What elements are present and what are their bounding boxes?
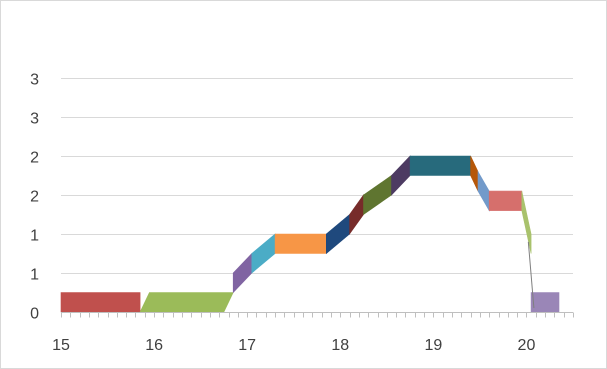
y-tick-label: 1 [30,228,39,245]
y-tick-label: 3 [30,72,39,89]
series-band-5 [274,233,327,254]
x-tick-label: 19 [424,337,442,354]
x-tick-label: 17 [238,337,256,354]
y-tick-label: 2 [30,150,39,167]
x-tick-label: 15 [52,337,70,354]
series-band-1 [60,292,141,313]
series-band-13 [488,190,523,211]
series-layer [60,155,560,313]
tick-labels: 0 1 1 2 2 3 3 15 16 17 18 19 20 [30,72,535,355]
series-band-10 [409,155,471,176]
series-connector [527,241,535,309]
y-tick-label: 1 [30,267,39,284]
y-tick-label: 0 [30,306,39,323]
series-band-2 [139,292,234,313]
x-tick-label: 18 [331,337,349,354]
axes [61,312,574,318]
y-tick-label: 2 [30,189,39,206]
series-band-15 [530,292,560,313]
x-tick-label: 16 [145,337,163,354]
series-band-14 [521,191,532,254]
x-tick-label: 20 [518,337,536,354]
gridlines [61,78,573,274]
y-tick-label: 3 [30,111,39,128]
